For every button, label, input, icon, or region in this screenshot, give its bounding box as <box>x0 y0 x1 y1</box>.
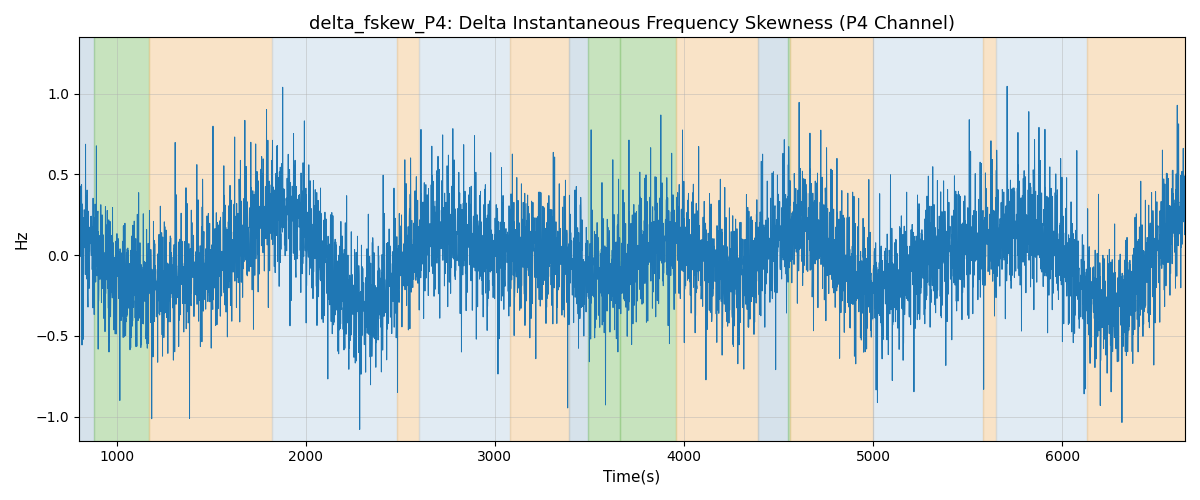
Bar <box>996 38 1087 440</box>
Bar <box>1087 38 1186 440</box>
Bar <box>569 38 588 440</box>
Bar <box>757 38 788 440</box>
Bar <box>788 38 790 440</box>
Bar <box>874 38 983 440</box>
X-axis label: Time(s): Time(s) <box>604 470 660 485</box>
Bar <box>419 38 510 440</box>
Bar <box>94 38 149 440</box>
Bar <box>619 38 677 440</box>
Bar <box>790 38 874 440</box>
Bar <box>588 38 619 440</box>
Bar <box>677 38 757 440</box>
Bar <box>271 38 396 440</box>
Bar <box>79 38 94 440</box>
Title: delta_fskew_P4: Delta Instantaneous Frequency Skewness (P4 Channel): delta_fskew_P4: Delta Instantaneous Freq… <box>308 15 955 34</box>
Bar <box>510 38 569 440</box>
Bar <box>149 38 271 440</box>
Y-axis label: Hz: Hz <box>14 230 30 249</box>
Bar <box>983 38 996 440</box>
Bar <box>396 38 419 440</box>
